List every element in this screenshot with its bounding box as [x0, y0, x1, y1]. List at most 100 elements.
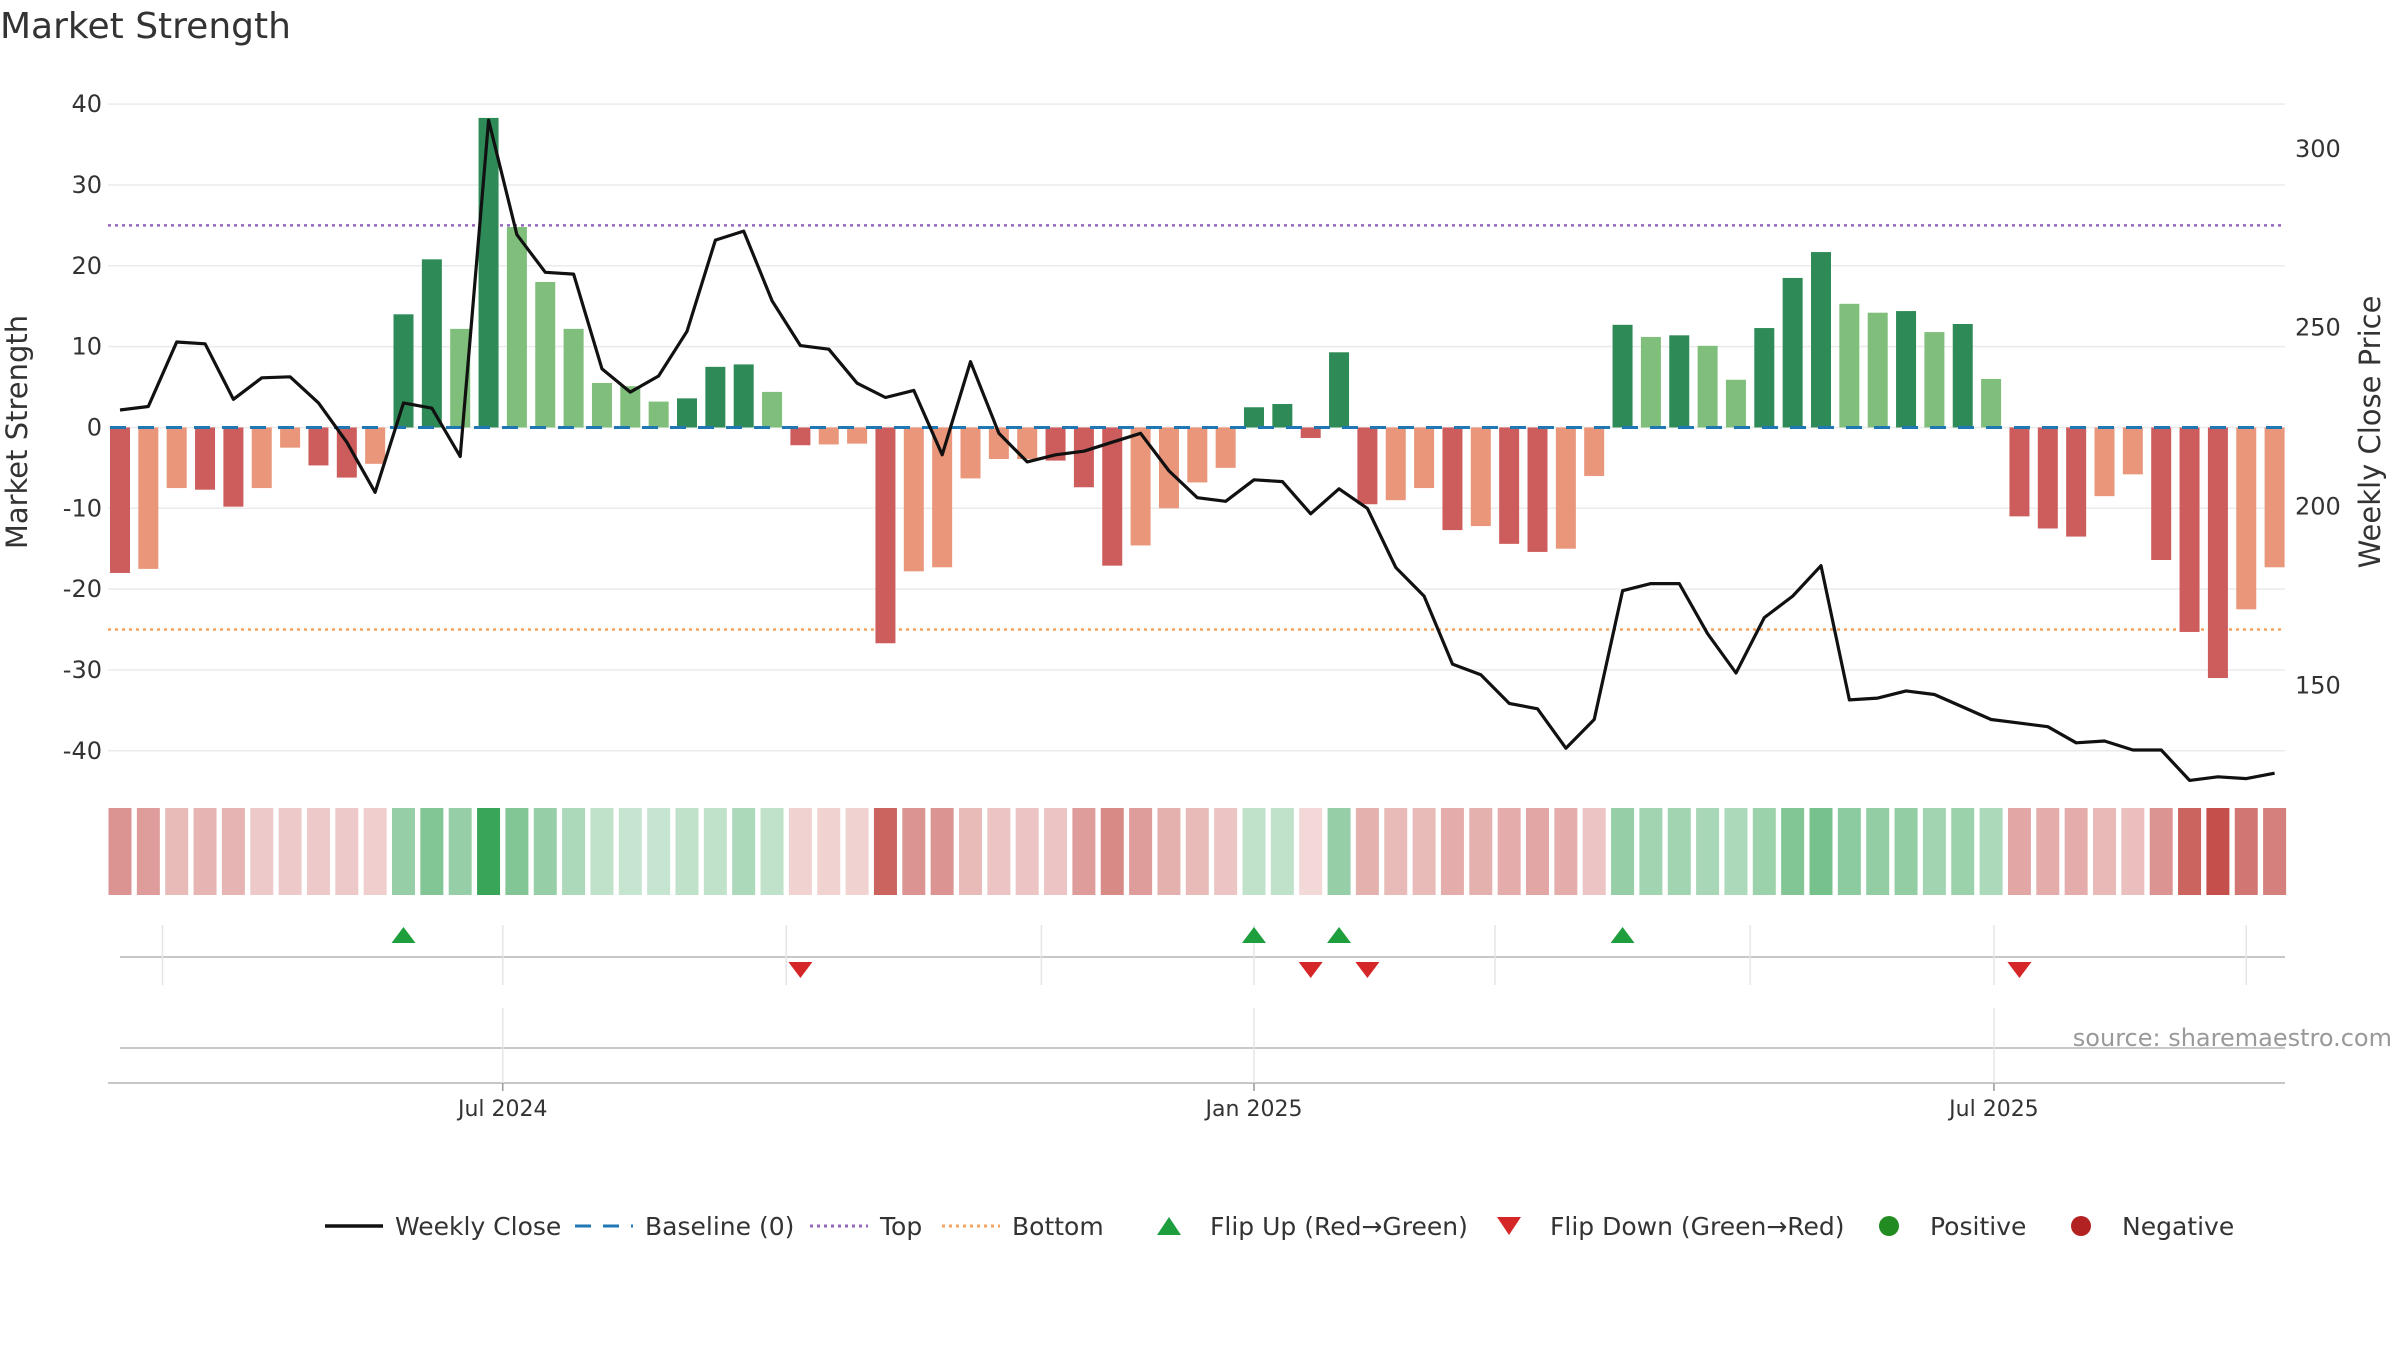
- strength-tile: [1582, 808, 1606, 895]
- flip-up-marker: [391, 927, 416, 943]
- strength-bar: [138, 427, 159, 569]
- strength-tile: [987, 808, 1011, 895]
- strength-bar: [1215, 427, 1236, 468]
- strength-bar: [393, 314, 414, 428]
- strength-bar: [223, 427, 244, 507]
- strength-bar: [2236, 427, 2257, 610]
- strength-tile: [1639, 808, 1663, 895]
- flip-up-marker: [1327, 927, 1352, 943]
- flip-up-marker: [1610, 927, 1635, 943]
- strength-tile: [845, 808, 869, 895]
- legend-label: Flip Up (Red→Green): [1210, 1212, 1468, 1241]
- strength-tile: [221, 808, 245, 895]
- strength-tile: [1072, 808, 1096, 895]
- strength-bar: [1725, 379, 1746, 428]
- left-tick-label: 30: [71, 171, 102, 199]
- left-tick-label: -20: [63, 575, 102, 603]
- strength-tile: [420, 808, 444, 895]
- strength-bar: [1017, 427, 1038, 459]
- strength-bar: [1073, 427, 1094, 488]
- strength-tile: [1355, 808, 1379, 895]
- strength-bar: [1952, 324, 1973, 428]
- strength-tile: [1129, 808, 1153, 895]
- strength-bar: [960, 427, 981, 479]
- strength-tile: [1384, 808, 1408, 895]
- strength-tile: [2234, 808, 2258, 895]
- strength-tile: [1696, 808, 1720, 895]
- strength-tile: [363, 808, 387, 895]
- legend-label: Positive: [1930, 1212, 2026, 1241]
- strength-bar: [1640, 336, 1661, 428]
- strength-tile: [1469, 808, 1493, 895]
- strength-tile: [1979, 808, 2003, 895]
- strength-bar: [2151, 427, 2172, 561]
- strength-tile: [873, 808, 897, 895]
- strength-bar: [110, 427, 130, 573]
- strength-bar: [2207, 427, 2228, 679]
- strength-bar: [2009, 427, 2030, 517]
- strength-tile: [278, 808, 302, 895]
- strength-tile: [1440, 808, 1464, 895]
- flip-down-marker: [788, 962, 813, 978]
- strength-tile: [1497, 808, 1521, 895]
- date-panel: Jul 2024 Jan 2025 Jul 2025 source: sharema…: [108, 1008, 2392, 1122]
- strength-bar: [251, 427, 272, 489]
- strength-bar: [336, 427, 357, 478]
- legend-flip-down-swatch: [1497, 1217, 1521, 1235]
- strength-tile: [533, 808, 557, 895]
- strength-bar: [2264, 427, 2285, 568]
- strength-tile: [1185, 808, 1209, 895]
- strength-tile: [1894, 808, 1918, 895]
- strength-bar: [1754, 328, 1775, 428]
- strength-bar: [1158, 427, 1179, 509]
- strength-tile: [703, 808, 727, 895]
- strength-tile: [335, 808, 359, 895]
- strength-bar: [563, 328, 584, 428]
- legend: Weekly Close Baseline (0) Top Bottom Flip Up…: [325, 1212, 2234, 1241]
- left-tick-label: 20: [71, 252, 102, 280]
- strength-bar: [2037, 427, 2058, 529]
- flip-down-marker: [1298, 962, 1323, 978]
- right-tick-label: 150: [2295, 672, 2341, 700]
- strength-tile: [1044, 808, 1068, 895]
- strength-bar: [478, 117, 499, 428]
- strength-tile: [2263, 808, 2287, 895]
- strength-bar: [1981, 378, 2002, 428]
- strength-tile: [817, 808, 841, 895]
- legend-flip-up-swatch: [1157, 1217, 1181, 1235]
- strength-bar: [847, 427, 868, 444]
- strength-bar: [1867, 312, 1888, 428]
- strength-bar: [365, 427, 386, 464]
- strength-bar: [648, 401, 669, 428]
- strength-bar: [195, 427, 216, 490]
- strength-bar: [1385, 427, 1406, 501]
- strength-bar: [1244, 407, 1264, 428]
- left-tick-label: 0: [87, 413, 102, 441]
- strength-bar: [1300, 427, 1321, 438]
- chart-title: Market Strength: [0, 6, 291, 47]
- legend-label: Bottom: [1012, 1212, 1104, 1241]
- strength-tile: [306, 808, 330, 895]
- strength-bar: [1130, 427, 1151, 546]
- strength-bar: [1612, 324, 1633, 428]
- right-axis-label: Weekly Close Price: [2353, 296, 2387, 569]
- right-tick-label: 300: [2295, 135, 2341, 163]
- strength-tile: [448, 808, 472, 895]
- date-axis-ticks: Jul 2024 Jan 2025 Jul 2025: [456, 1097, 2039, 1122]
- strength-tile: [1922, 808, 1946, 895]
- strength-tile: [108, 808, 132, 895]
- right-tick-label: 250: [2295, 314, 2341, 342]
- strength-bar: [620, 386, 641, 428]
- strength-tile: [788, 808, 812, 895]
- left-axis-ticks: 40 30 20 10 0 -10 -20 -30 -40: [63, 90, 102, 765]
- strength-bar: [535, 281, 556, 428]
- strength-tile: [2121, 808, 2145, 895]
- strength-bar: [1470, 427, 1491, 527]
- left-axis-label: Market Strength: [0, 315, 34, 549]
- strength-tile: [1015, 808, 1039, 895]
- strength-tile: [1526, 808, 1549, 895]
- strength-tile: [647, 808, 671, 895]
- left-tick-label: 10: [71, 333, 102, 361]
- flip-down-marker: [1355, 962, 1380, 978]
- strength-bar: [1102, 427, 1123, 566]
